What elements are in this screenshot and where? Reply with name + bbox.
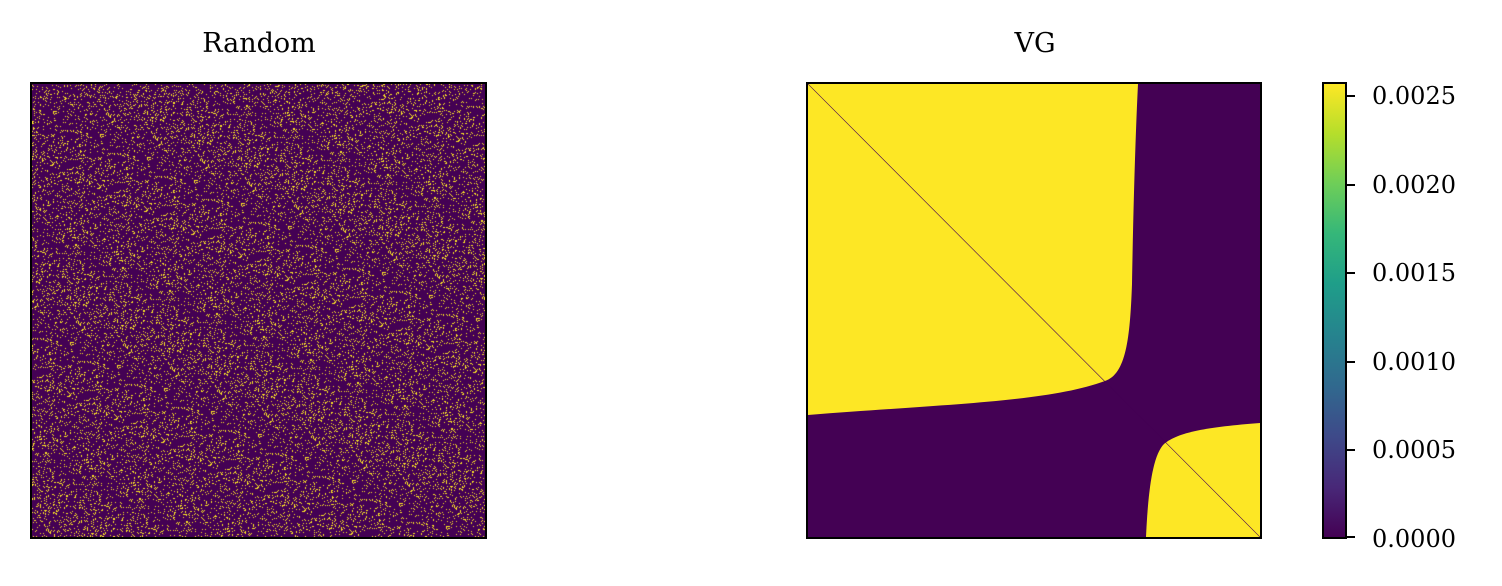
vg-heatmap — [806, 82, 1262, 539]
colorbar-tick-label: 0.0000 — [1372, 527, 1456, 551]
vg-panel-title: VG — [807, 28, 1263, 59]
random-panel-title: Random — [31, 28, 487, 59]
colorbar-tick — [1346, 272, 1355, 274]
colorbar-tick — [1346, 361, 1355, 363]
colorbar-tick — [1346, 95, 1355, 97]
colorbar-tick-label: 0.0010 — [1372, 350, 1456, 374]
colorbar-tick-label: 0.0020 — [1372, 173, 1456, 197]
colorbar-tick-label: 0.0015 — [1372, 261, 1456, 285]
random-heatmap — [30, 82, 487, 539]
colorbar-tick — [1346, 536, 1355, 538]
colorbar-tick — [1346, 449, 1355, 451]
vg-heatmap-svg — [808, 84, 1260, 537]
random-heatmap-canvas — [32, 84, 485, 537]
colorbar-tick — [1346, 184, 1355, 186]
colorbar-tick-label: 0.0005 — [1372, 438, 1456, 462]
colorbar — [1322, 82, 1347, 539]
colorbar-tick-label: 0.0025 — [1372, 84, 1456, 108]
